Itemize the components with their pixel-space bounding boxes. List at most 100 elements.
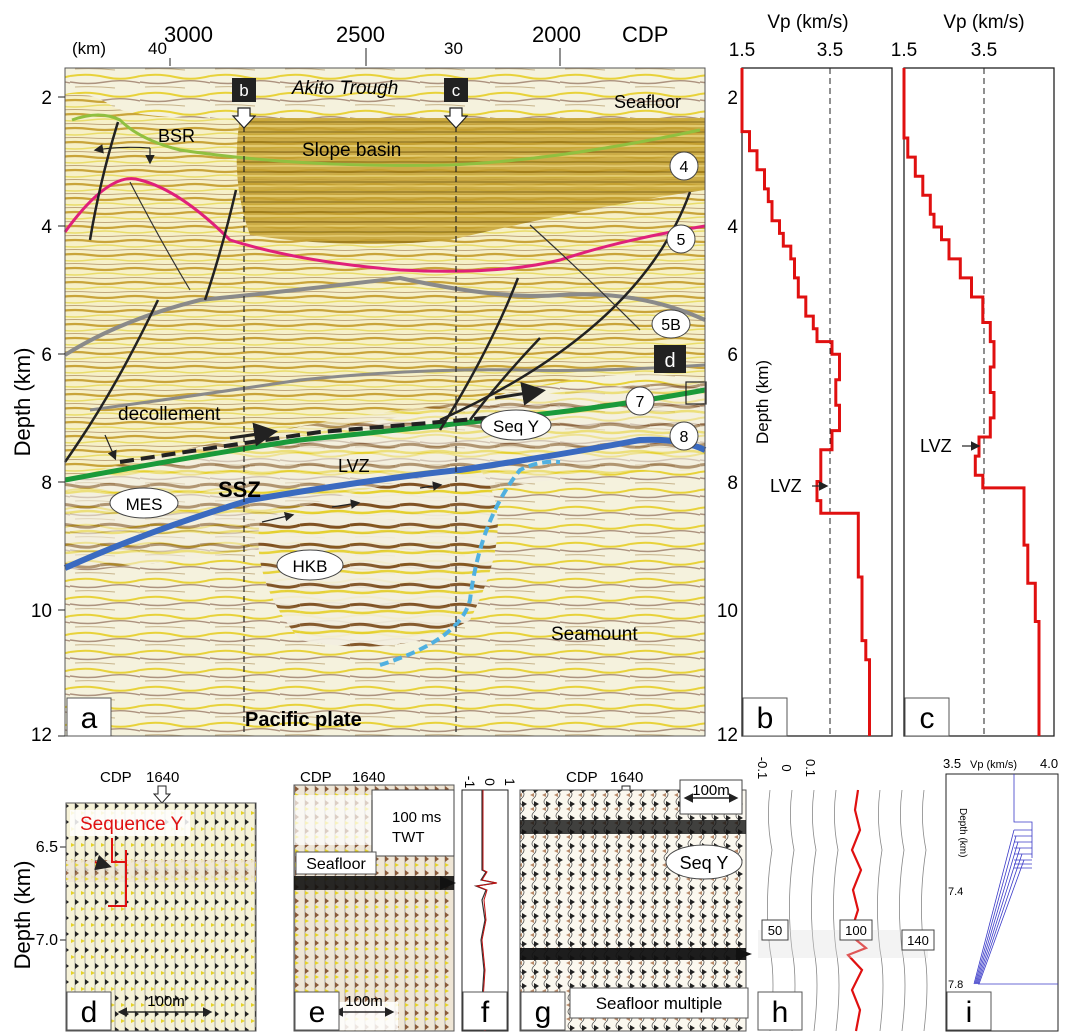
panel-e-letter: e (294, 991, 340, 1031)
panel-h-tick: 0.1 (803, 759, 818, 777)
svg-text:100: 100 (845, 923, 867, 938)
panel-i-x-min: 3.5 (943, 756, 961, 771)
svg-text:50: 50 (768, 923, 782, 938)
decollement-label: decollement (118, 404, 221, 425)
panel-b: Vp (km/s) 1.5 3.5 2 4 6 8 10 12 Depth (k… (717, 12, 893, 746)
svg-text:HKB: HKB (293, 557, 328, 576)
depth-tick: 4 (41, 217, 52, 238)
panel-f: -1 0 1 f (461, 776, 518, 1032)
depth-tick: 8 (41, 473, 52, 494)
svg-text:d: d (81, 996, 98, 1029)
panel-i-x-max: 4.0 (1040, 756, 1058, 771)
panel-d-cdp-number: 1640 (146, 769, 179, 786)
lvz-label: LVZ (338, 456, 370, 476)
panel-d-letter: d (66, 991, 112, 1031)
svg-text:b: b (239, 81, 248, 100)
panel-i-tick: 7.8 (948, 979, 963, 991)
panel-c-letter: c (904, 697, 950, 737)
panel-g: CDP 1640 100m Seq Y Seafloor multiple g (519, 769, 752, 1032)
svg-text:i: i (966, 996, 973, 1029)
panel-h-tag-50: 50 (761, 919, 789, 941)
panel-h-tag-140: 140 (901, 929, 935, 951)
cdp-axis-label: CDP (622, 22, 668, 47)
panel-h-tag-100: 100 (839, 919, 873, 941)
panel-b-letter: b (742, 697, 788, 737)
depth-axis-a: 2 4 6 8 10 12 Depth (km) (10, 88, 65, 746)
panel-e: CDP 1640 100 ms TWT Seafloor 100m e (293, 769, 456, 1032)
depth-tick: 2 (41, 88, 52, 109)
seafloor-label: Seafloor (614, 92, 681, 112)
svg-text:c: c (452, 81, 461, 100)
km-unit-label: (km) (72, 39, 106, 58)
panel-b-tick-mid: 3.5 (817, 40, 843, 61)
scale-bar-d: 100m (147, 993, 185, 1010)
svg-text:5: 5 (677, 232, 686, 249)
svg-text:MES: MES (126, 495, 163, 514)
depth-tick: 12 (717, 725, 738, 746)
horizon-tag-5: 5 (666, 224, 696, 254)
svg-text:Seafloor multiple: Seafloor multiple (596, 994, 723, 1013)
panel-h-tick: 0 (779, 764, 794, 771)
depth-tick: 6 (727, 345, 738, 366)
panel-d-y-label: Depth (km) (10, 861, 35, 970)
depth-axis-label: Depth (km) (10, 348, 35, 457)
panel-a-letter: a (66, 697, 112, 737)
svg-text:140: 140 (907, 933, 929, 948)
depth-tick: 8 (727, 473, 738, 494)
horizon-tag-8: 8 (669, 421, 699, 451)
depth-tick: 10 (31, 601, 52, 622)
panel-b-y-label: Depth (km) (753, 360, 772, 444)
depth-tick: 6.5 (36, 839, 58, 856)
depth-tick: 10 (717, 601, 738, 622)
depth-axis-b: 2 4 6 8 10 12 Depth (km) (717, 88, 772, 746)
panel-g-seafloor-multiple: Seafloor multiple (569, 987, 749, 1019)
panel-e-seafloor: Seafloor (306, 856, 366, 873)
panel-i-title: Vp (km/s) (970, 759, 1017, 771)
hkb-label: HKB (276, 549, 344, 581)
panel-f-tick: 1 (502, 778, 518, 786)
lvz-label-c: LVZ (920, 436, 952, 456)
depth-tick: 2 (727, 88, 738, 109)
mes-label: MES (109, 487, 179, 519)
depth-tick: 6 (41, 345, 52, 366)
panel-h: -0.1 0 0.1 50 100 140 h (755, 757, 935, 1032)
bsr-label: BSR (158, 126, 195, 146)
sequence-y-label: Sequence Y (80, 814, 184, 835)
svg-text:g: g (535, 996, 552, 1029)
panel-d-cdp: CDP (100, 769, 132, 786)
panel-e-cdp-number: 1640 (352, 769, 385, 786)
svg-text:Seq Y: Seq Y (493, 417, 539, 436)
pacific-plate-label: Pacific plate (245, 709, 362, 731)
depth-tick: 4 (727, 217, 738, 238)
panel-h-letter: h (757, 991, 803, 1031)
panel-e-twt-2: TWT (392, 829, 424, 846)
velocity-profile-c (902, 68, 1041, 736)
depth-tick: 7.0 (36, 932, 58, 949)
svg-text:b: b (757, 702, 774, 735)
seq-y-label: Seq Y (480, 409, 552, 441)
panel-i-tick: 7.4 (948, 886, 963, 898)
d-box-label: d (654, 345, 707, 405)
marker-b: b (231, 78, 257, 129)
horizon-tag-4: 4 (669, 151, 699, 181)
panel-f-tick: -1 (462, 776, 478, 789)
scale-bar-e: 100m (345, 993, 383, 1010)
svg-text:d: d (664, 350, 675, 372)
svg-text:c: c (920, 702, 935, 735)
panel-i: 3.5 Vp (km/s) 4.0 Depth (km) 7.4 7.8 i (943, 756, 1059, 1032)
panel-f-tick: 0 (482, 778, 498, 786)
cdp-tick-2000: 2000 (532, 22, 581, 47)
panel-c-tick-mid: 3.5 (971, 40, 997, 61)
depth-tick: 12 (31, 725, 52, 746)
horizon-tag-5b: 5B (651, 309, 691, 339)
scale-bar-g: 100m (692, 782, 730, 799)
panel-a: (km) 40 3000 2500 30 2000 CDP (10, 22, 707, 746)
km-tick-30: 30 (444, 39, 463, 58)
velocity-profile-b (740, 68, 871, 736)
horizon-tag-7: 7 (625, 386, 655, 416)
panel-c: Vp (km/s) 1.5 3.5 LVZ c (891, 12, 1055, 737)
panel-g-cdp-number: 1640 (610, 769, 643, 786)
seamount-label: Seamount (551, 624, 638, 645)
svg-text:7: 7 (636, 394, 645, 411)
